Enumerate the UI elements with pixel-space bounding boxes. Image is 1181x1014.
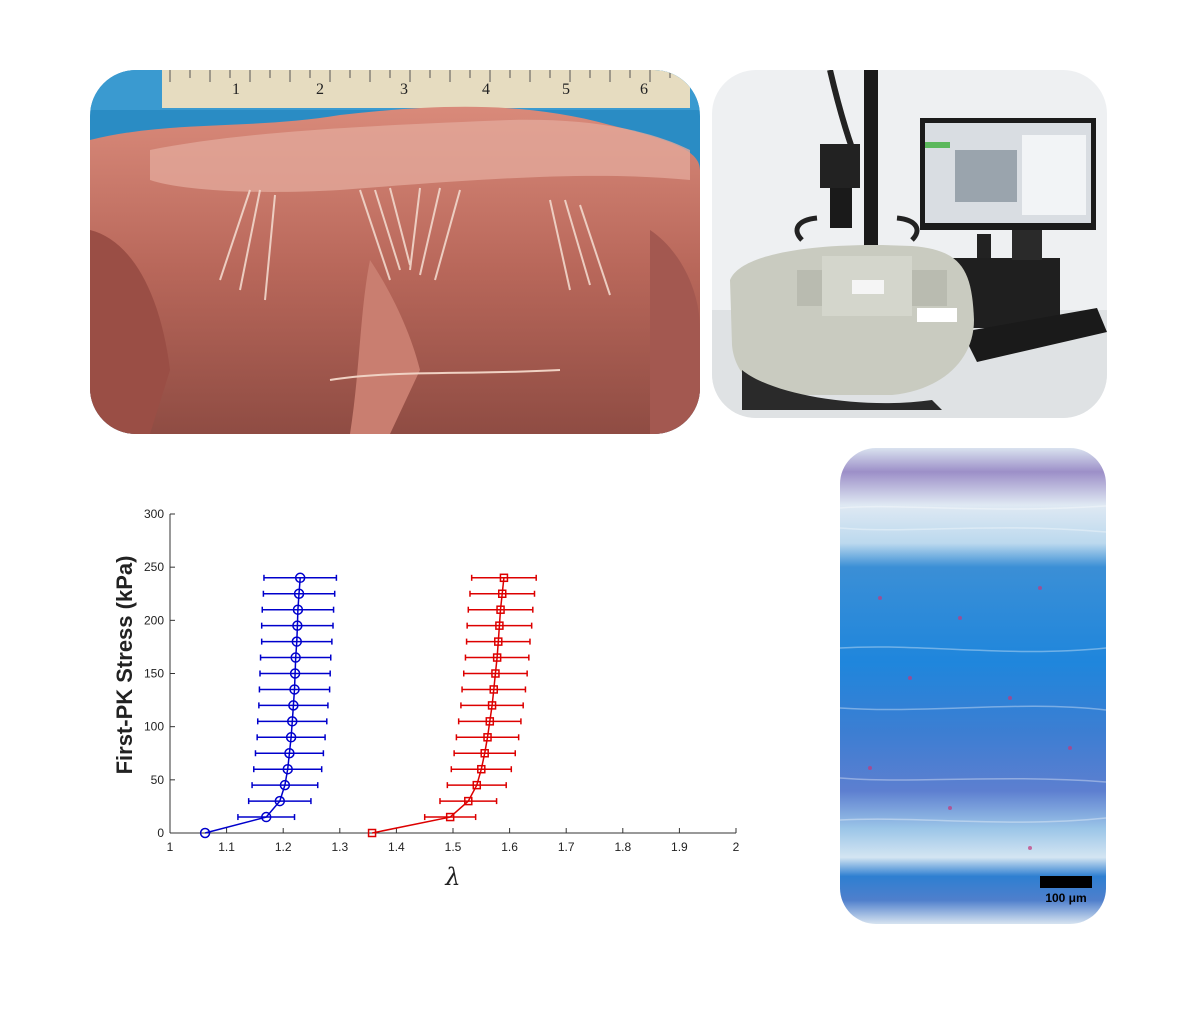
data-point (489, 685, 499, 694)
chart-svg: 1 1.1 1.2 1.3 1.4 1.5 1.6 1.7 1.8 1.9 2 0 50 100 150 20… (112, 507, 740, 891)
y-tick-label: 200 (144, 613, 164, 627)
y-tick-label: 300 (144, 507, 164, 521)
data-point (480, 749, 489, 758)
data-point (497, 589, 507, 598)
x-tick-label: 1.9 (671, 840, 688, 854)
y-tick-label: 150 (144, 667, 164, 681)
scale-bar (1040, 876, 1092, 888)
stress-stretch-chart: 1 1.1 1.2 1.3 1.4 1.5 1.6 1.7 1.8 1.9 2 0 50 100 150 20… (100, 495, 760, 895)
data-point (279, 779, 291, 791)
heart-dissection-image: 1 2 3 4 5 6 (90, 70, 700, 434)
data-point (292, 620, 303, 631)
ruler-number-1: 1 (232, 81, 240, 98)
scale-bar-label: 100 μm (1045, 891, 1087, 905)
data-point (289, 668, 301, 679)
data-point (293, 588, 305, 599)
chart-axes: 1 1.1 1.2 1.3 1.4 1.5 1.6 1.7 1.8 1.9 2 0 50 100 150 20… (144, 507, 740, 854)
data-point (496, 605, 505, 614)
data-point (477, 764, 486, 774)
y-axis-label: First-PK Stress (kPa) (112, 556, 137, 775)
x-tick-label: 2 (733, 840, 740, 854)
y-tick-label: 250 (144, 560, 164, 574)
y-tick-label: 100 (144, 720, 164, 734)
data-point (464, 796, 473, 806)
data-point (491, 669, 500, 678)
chart-series (199, 572, 537, 839)
x-tick-label: 1.6 (501, 840, 518, 854)
ruler-number-3: 3 (400, 81, 408, 98)
data-point (290, 652, 301, 663)
data-point (199, 827, 211, 839)
data-point (288, 700, 299, 711)
x-tick-label: 1.3 (331, 840, 348, 854)
ruler-number-6: 6 (640, 81, 648, 98)
data-point (492, 653, 502, 662)
x-tick-label: 1.5 (445, 840, 462, 854)
y-tick-label: 50 (151, 773, 165, 787)
x-tick-label: 1 (167, 840, 174, 854)
data-point (291, 636, 303, 647)
biaxial-tester-photo (712, 70, 1107, 418)
data-point (445, 812, 455, 822)
data-point (367, 828, 377, 838)
data-point (292, 604, 304, 615)
ruler-number-5: 5 (562, 81, 570, 98)
data-point (285, 732, 297, 743)
data-point (499, 573, 509, 583)
histology-photo (840, 448, 1106, 924)
series-1 (367, 573, 537, 838)
data-point (472, 780, 482, 790)
ruler-number-2: 2 (316, 81, 324, 98)
ruler (162, 70, 690, 108)
data-point (494, 637, 503, 646)
ruler-number-4: 4 (482, 81, 490, 98)
keyboard (962, 308, 1107, 362)
data-point (495, 621, 504, 630)
data-point (287, 716, 298, 727)
series-0 (199, 572, 338, 839)
data-point (289, 684, 300, 695)
x-tick-label: 1.2 (275, 840, 292, 854)
biaxial-tester-image (712, 70, 1107, 418)
data-point (260, 811, 272, 823)
data-point (485, 717, 495, 726)
y-tick-label: 0 (157, 826, 164, 840)
data-point (284, 748, 295, 759)
data-point (274, 795, 286, 807)
data-point (294, 572, 306, 584)
x-tick-label: 1.4 (388, 840, 405, 854)
data-point (487, 701, 497, 710)
x-tick-label: 1.8 (614, 840, 631, 854)
data-point (282, 763, 293, 775)
data-point (483, 733, 492, 742)
x-axis-label: λ (444, 863, 460, 891)
x-tick-label: 1.1 (218, 840, 235, 854)
x-tick-label: 1.7 (558, 840, 575, 854)
camera (820, 144, 860, 188)
histology-image (840, 448, 1106, 924)
heart-dissection-photo: 1 2 3 4 5 6 (90, 70, 700, 434)
